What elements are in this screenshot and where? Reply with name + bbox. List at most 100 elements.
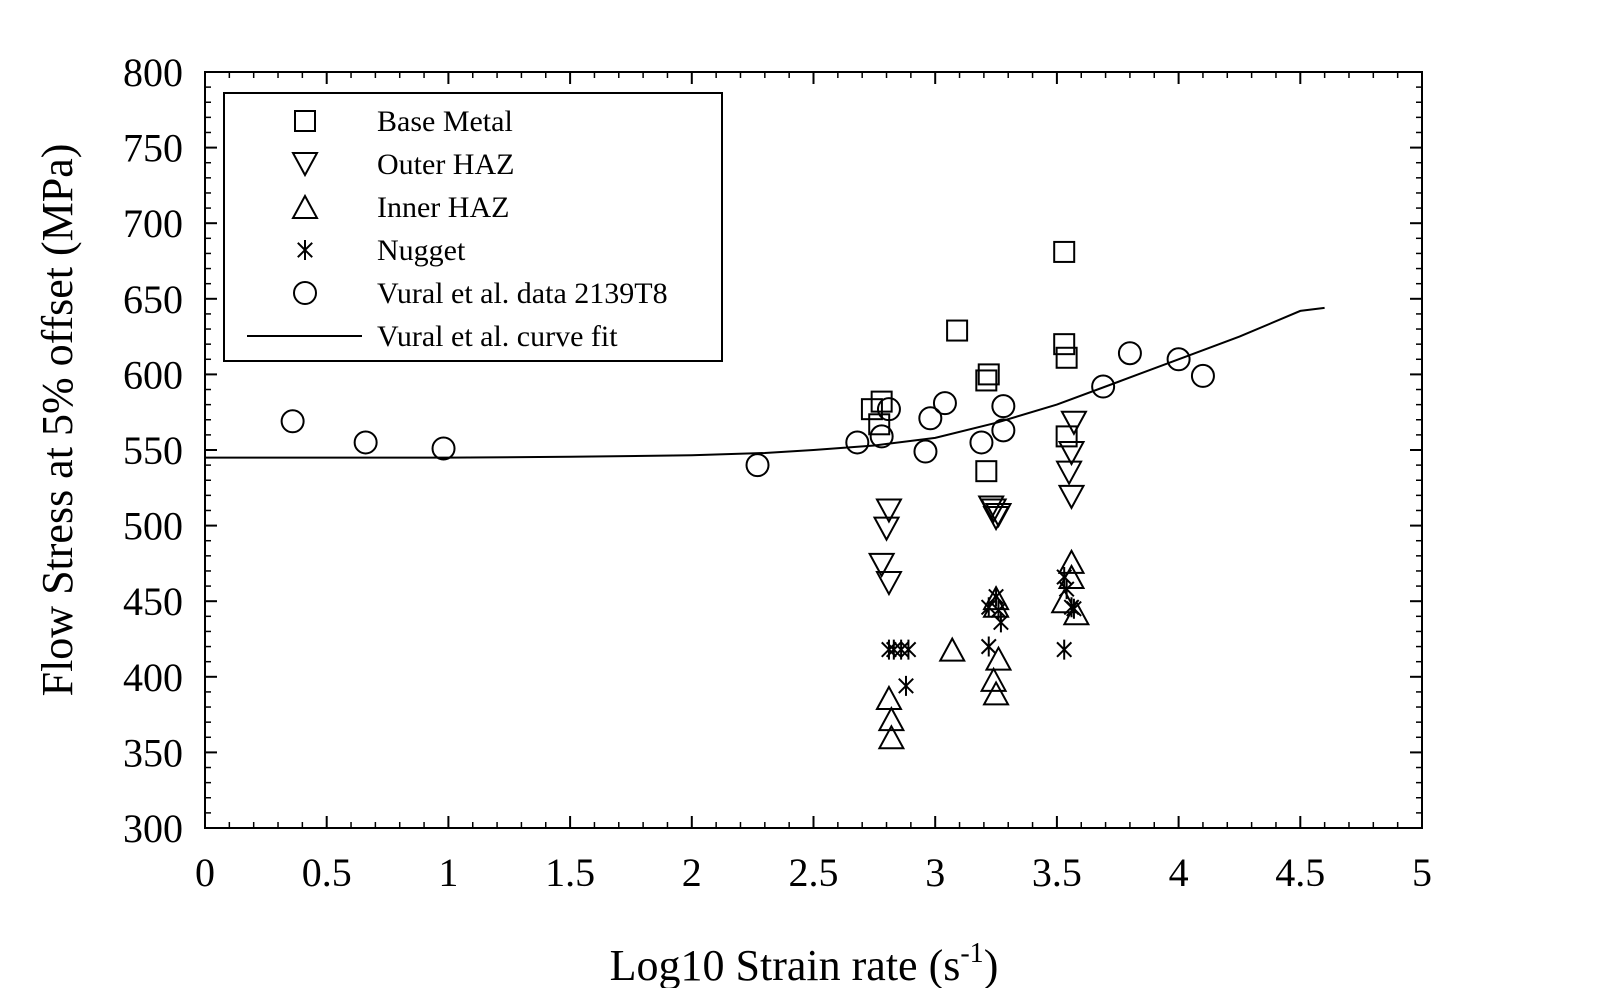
point-outer-haz [875,498,903,524]
legend-entry-inner-haz-label: Inner HAZ [377,191,509,224]
point-nugget [1056,567,1073,588]
x-tick-label: 0 [195,850,215,895]
x-tick-label: 1.5 [545,850,595,895]
point-nugget [990,600,1007,621]
point-vural-et-al-data-2139t8 [913,439,938,464]
point-vural-et-al-data-2139t8 [1166,347,1191,372]
point-base-metal [1055,346,1078,369]
point-nugget [1056,639,1073,660]
legend-entry-vural-et-al-data-2139t8-label: Vural et al. data 2139T8 [377,277,668,310]
point-inner-haz [875,684,903,710]
point-vural-et-al-data-2139t8 [353,430,378,455]
point-inner-haz [1050,588,1078,614]
point-nugget [898,675,914,696]
x-axis-title: Log10 Strain rate (s-1) [610,938,999,988]
point-vural-et-al-data-2139t8 [918,406,943,431]
x-tick-label: 2.5 [789,850,839,895]
legend-entry-inner-haz-swatch [291,193,319,219]
y-tick-label: 800 [123,50,183,95]
legend-entry-nugget-label: Nugget [377,234,466,267]
point-inner-haz [984,645,1013,671]
point-nugget [1058,579,1075,600]
y-tick-label: 550 [123,428,183,473]
point-outer-haz [1055,460,1083,486]
point-base-metal [870,390,893,413]
x-tick-label: 2 [682,850,702,895]
point-vural-et-al-data-2139t8 [991,418,1016,443]
point-vural-et-al-data-2139t8 [991,394,1016,419]
x-axis-title-sup: -1 [960,938,983,969]
point-vural-et-al-data-2139t8 [869,424,894,449]
point-outer-haz [872,516,901,542]
y-tick-label: 500 [123,504,183,549]
point-nugget [980,636,997,657]
y-tick-label: 700 [123,201,183,246]
data-marks [280,240,1215,750]
y-tick-label: 300 [123,806,183,851]
point-vural-et-al-data-2139t8 [845,430,870,455]
legend: Base Metal Outer HAZ Inner HAZ Nugget Vural … [223,92,723,362]
y-axis-title: Flow Stress at 5% offset (MPa) [33,144,82,697]
point-base-metal [975,460,998,483]
point-base-metal [946,319,969,342]
point-outer-haz [1060,410,1088,436]
point-inner-haz [877,724,906,750]
x-tick-label: 3.5 [1032,850,1082,895]
point-base-metal [1053,333,1076,356]
point-vural-et-al-data-2139t8 [431,436,456,461]
point-base-metal [977,363,1000,386]
point-inner-haz [877,706,906,732]
x-tick-label: 3 [925,850,945,895]
point-outer-haz [875,571,903,597]
point-inner-haz [979,666,1008,692]
series-line-vural-et-al-curve-fit [205,306,1325,459]
point-nugget [900,639,917,660]
y-tick-label: 650 [123,277,183,322]
x-tick-label: 4.5 [1275,850,1325,895]
x-tick-label: 4 [1169,850,1189,895]
point-outer-haz [1057,484,1086,510]
x-axis-title-main: Log10 Strain rate (s [610,941,961,988]
point-inner-haz [938,636,966,662]
point-vural-et-al-data-2139t8 [969,430,994,455]
point-outer-haz [867,552,896,579]
point-vural-et-al-data-2139t8 [280,409,305,434]
curve-layer [205,306,1325,459]
legend-entry-vural-et-al-curve-fit-label: Vural et al. curve fit [377,320,618,353]
point-vural-et-al-data-2139t8 [745,453,770,478]
point-outer-haz [984,503,1013,529]
x-tick-label: 1 [438,850,458,895]
y-tick-label: 600 [123,352,183,397]
y-tick-label: 400 [123,655,183,700]
legend-entry-nugget-swatch [297,240,313,260]
y-tick-label: 350 [123,730,183,775]
x-tick-label: 5 [1412,850,1432,895]
ticks: 0 0.5 1 1.5 2 2.5 3 3.5 4 4.5 5 300 350 400 450 500 550 6… [123,50,1432,895]
x-tick-label: 0.5 [302,850,352,895]
legend-entry-vural-et-al-data-2139t8-swatch [293,281,317,305]
point-vural-et-al-data-2139t8 [1091,374,1116,399]
legend-entry-outer-haz-label: Outer HAZ [377,148,514,181]
point-nugget [980,597,997,618]
legend-entry-outer-haz-swatch [291,152,319,178]
point-nugget [993,612,1009,633]
point-base-metal [1055,425,1078,448]
legend-entry-base-metal-swatch [294,110,316,132]
legend-box [223,92,723,362]
point-base-metal [975,369,998,392]
y-tick-label: 450 [123,579,183,624]
legend-entry-base-metal-label: Base Metal [377,105,513,138]
point-vural-et-al-data-2139t8 [1117,341,1142,366]
x-axis-title-end: ) [984,941,999,988]
point-vural-et-al-data-2139t8 [1190,363,1215,388]
point-vural-et-al-data-2139t8 [932,391,957,416]
point-outer-haz [1057,441,1086,467]
point-vural-et-al-data-2139t8 [876,397,901,422]
point-nugget [988,586,1004,607]
point-nugget [1066,598,1082,619]
point-inner-haz [982,680,1010,706]
point-inner-haz [1057,548,1086,574]
point-base-metal [1053,240,1076,263]
point-outer-haz [979,498,1008,524]
